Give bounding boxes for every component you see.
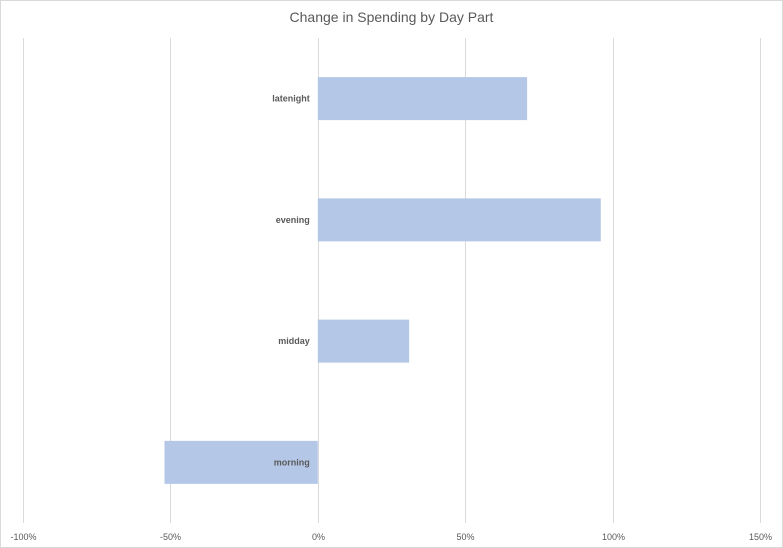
x-tick-label: 100%	[602, 532, 625, 542]
bar	[317, 77, 528, 121]
category-label: evening	[276, 215, 310, 225]
category-label: morning	[274, 457, 310, 467]
x-axis-ticks: -100% -50% 0% 50% 100% 150%	[10, 532, 772, 542]
x-tick-label: -100%	[10, 532, 36, 542]
x-tick-label: 150%	[749, 532, 772, 542]
x-tick-label: 0%	[312, 532, 325, 542]
bar	[317, 198, 601, 242]
category-label: midday	[278, 336, 310, 346]
category-labels: latenight evening midday morning	[272, 94, 310, 468]
bars	[164, 77, 601, 484]
x-tick-label: 50%	[456, 532, 474, 542]
bar	[164, 440, 318, 484]
x-tick-label: -50%	[160, 532, 181, 542]
category-label: latenight	[272, 94, 310, 104]
chart-title: Change in Spending by Day Part	[289, 9, 494, 25]
bar	[317, 319, 410, 363]
gridlines	[23, 38, 761, 523]
